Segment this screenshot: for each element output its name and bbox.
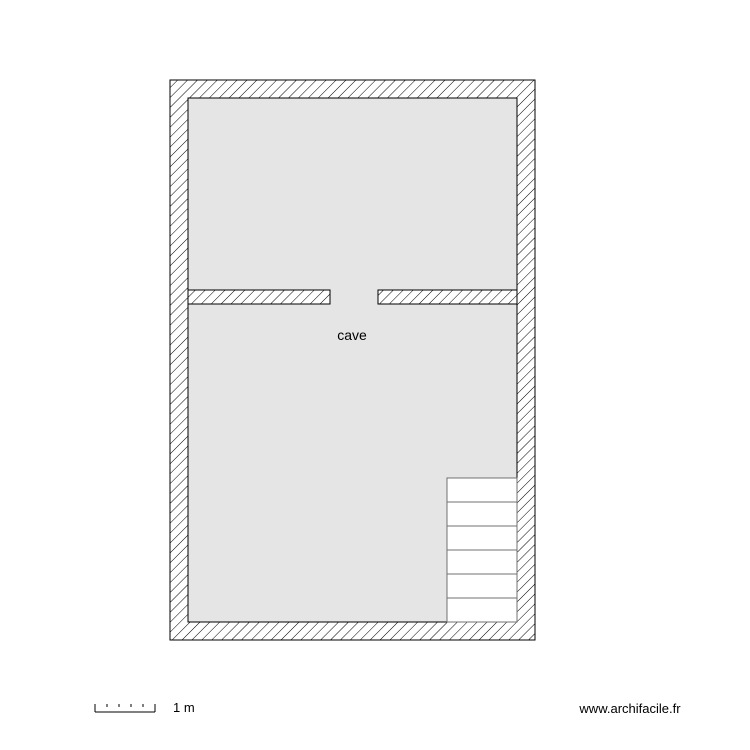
interior-wall-right — [378, 290, 517, 304]
stairs — [447, 478, 517, 622]
interior-wall-left — [188, 290, 330, 304]
scale-label: 1 m — [173, 700, 195, 715]
scale-bar: 1 m — [95, 700, 195, 715]
room-label: cave — [337, 327, 367, 343]
watermark: www.archifacile.fr — [578, 701, 681, 716]
